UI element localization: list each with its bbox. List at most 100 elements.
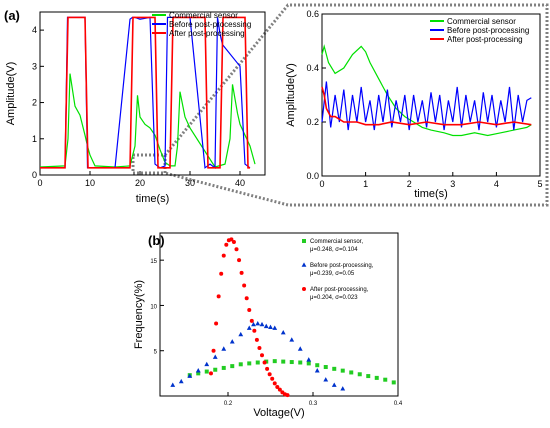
b-point — [244, 296, 249, 301]
b-point — [272, 325, 278, 330]
b-point — [280, 330, 286, 335]
b-y-tick-label: 15 — [150, 259, 157, 265]
b-legend-item: After post-processing, — [310, 287, 369, 293]
b-point — [195, 368, 201, 373]
b-point — [357, 372, 362, 377]
a_zoom-y-tick-label: 0.4 — [306, 63, 319, 73]
b-point — [374, 375, 379, 380]
b-point — [204, 369, 209, 374]
b-point — [249, 318, 254, 323]
b-point — [332, 366, 337, 371]
a_main-x-tick-label: 10 — [85, 178, 95, 188]
b-point — [255, 360, 260, 365]
a_main-x-tick-label: 30 — [185, 178, 195, 188]
b-point — [314, 368, 320, 373]
b-point — [221, 253, 226, 258]
b-point — [289, 337, 295, 342]
b-point — [272, 359, 277, 364]
b-point — [230, 364, 235, 369]
b-point — [297, 346, 303, 351]
b-point — [267, 372, 272, 377]
b-point — [366, 374, 371, 379]
b-point — [219, 271, 224, 276]
b-point — [281, 359, 286, 364]
b-point — [263, 323, 269, 329]
b-point — [234, 247, 239, 252]
a_zoom-y-tick-label: 0.0 — [306, 171, 319, 181]
b-point — [270, 376, 275, 381]
b-point — [315, 363, 320, 368]
a_zoom-legend-item: Before post-processing — [447, 26, 529, 35]
b-point — [349, 370, 354, 375]
a_main-x-tick-label: 40 — [235, 178, 245, 188]
b-point — [213, 367, 218, 372]
a_main-legend-item: Commercial sensor — [169, 11, 238, 20]
b-point — [178, 378, 184, 384]
b-legend-marker — [301, 262, 307, 267]
a_zoom-y-tick-label: 0.6 — [306, 9, 319, 19]
b-point — [204, 361, 210, 367]
b-point — [221, 346, 227, 351]
b-point — [229, 339, 235, 344]
b-point — [221, 365, 226, 370]
b-point — [239, 270, 244, 275]
a_main-plot-frame — [39, 11, 266, 176]
a_zoom-x-tick-label: 1 — [363, 179, 368, 189]
a_main-series-line — [40, 16, 250, 169]
b-point — [251, 321, 256, 327]
b-legend-stats: μ=0.248, σ=0.104 — [310, 247, 358, 253]
b-point — [277, 387, 282, 392]
b-y-axis-label: Frequency(%) — [133, 280, 145, 349]
a_zoom-x-tick-label: 3 — [450, 179, 455, 189]
b-point — [209, 371, 213, 376]
b-point — [391, 380, 396, 385]
b-point — [212, 354, 218, 359]
a_zoom-legend-item: After post-processing — [447, 35, 523, 44]
b-plot-frame — [159, 232, 399, 397]
chart-a-zoom: 0 1 2 3 4 5 0.0 0.2 0.4 0.6 time(s) Amplitude(V) Com… — [285, 9, 543, 200]
b-point — [265, 366, 270, 371]
b-point — [170, 382, 176, 387]
a_zoom-series-line — [321, 44, 532, 137]
b-point — [242, 283, 247, 288]
b-point — [238, 362, 243, 367]
b-point — [216, 294, 221, 299]
b-point — [331, 382, 337, 387]
b-point — [187, 373, 193, 378]
b-point — [231, 240, 236, 245]
b-point — [285, 393, 290, 398]
b-x-tick-label: 0.3 — [309, 401, 318, 407]
a_zoom-x-tick-label: 5 — [537, 179, 542, 189]
b-point — [211, 348, 216, 353]
b-point — [237, 258, 242, 263]
a_zoom-x-tick-label: 2 — [407, 179, 412, 189]
a_main-x-tick-label: 20 — [135, 178, 145, 188]
b-legend-marker — [302, 239, 306, 243]
b-legend-marker — [302, 287, 306, 291]
b-point — [262, 360, 267, 365]
b-point — [323, 365, 328, 370]
chart-b: 0.2 0.3 0.4 5 10 15 Voltage(V) Frequency(%) Comm… — [133, 232, 403, 419]
b-x-tick-label: 0.2 — [224, 401, 233, 407]
b-point — [275, 384, 280, 389]
b-y-tick-label: 10 — [150, 304, 157, 310]
b-point — [306, 361, 311, 366]
a_zoom-x-tick-label: 0 — [319, 179, 324, 189]
b-point — [254, 337, 259, 342]
b-point — [214, 321, 219, 326]
zoom-region-box — [131, 153, 167, 175]
a_zoom-y-axis-label: Amplitude(V) — [285, 63, 297, 127]
a_main-y-axis-label: Amplitude(V) — [5, 62, 17, 126]
a_main-y-tick-label: 2 — [32, 98, 37, 108]
b-point — [224, 242, 229, 247]
b-point — [255, 320, 261, 326]
a_main-y-tick-label: 4 — [32, 25, 37, 35]
a_main-y-tick-label: 3 — [32, 61, 37, 71]
a_zoom-x-tick-label: 4 — [494, 179, 499, 189]
b-legend-stats: μ=0.239, σ=0.05 — [310, 271, 355, 277]
b-point — [229, 237, 234, 242]
b-point — [259, 321, 265, 327]
b-y-tick-label: 5 — [154, 350, 158, 356]
a_main-series-line — [40, 16, 251, 169]
